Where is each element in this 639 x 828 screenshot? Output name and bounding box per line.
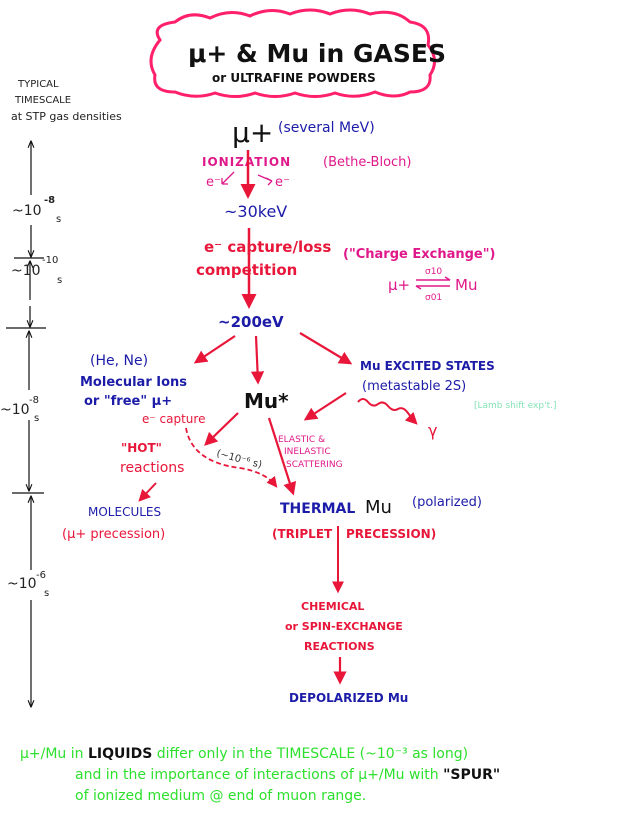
- node-charge-exchange: ("Charge Exchange"): [343, 247, 495, 262]
- node-thermal: THERMAL: [280, 501, 355, 517]
- ionization-electron-arrows: [221, 171, 273, 186]
- label-base: ~10: [11, 263, 41, 279]
- timescale-label-1: ~10 -8 s: [12, 195, 61, 225]
- node-precession: PRECESSION): [346, 527, 436, 541]
- node-ev: ~200eV: [218, 313, 284, 331]
- timescale-heading-1: TYPICAL: [17, 79, 59, 90]
- title-main: μ+ & Mu in GASES: [188, 39, 446, 68]
- node-muon-energy: (several MeV): [278, 120, 375, 136]
- node-he-ne: (He, Ne): [90, 353, 148, 369]
- title-sub: or ULTRAFINE POWDERS: [212, 71, 376, 85]
- scatter-line-2: INELASTIC: [284, 447, 331, 457]
- timescale-label-4: ~10 -6 s: [7, 570, 49, 599]
- footer-text: and in the importance of interactions of…: [75, 767, 443, 783]
- scatter-line-3: SCATTERING: [286, 460, 343, 470]
- footer-line-2: and in the importance of interactions of…: [75, 767, 500, 783]
- node-mu-precession: (μ+ precession): [62, 527, 165, 542]
- node-free-mu: or "free" μ+: [84, 394, 172, 409]
- node-hot-reactions: reactions: [120, 460, 184, 476]
- footer-line-1: μ+/Mu in LIQUIDS differ only in the TIME…: [20, 746, 468, 762]
- arrow-mustar-to-thermal: [267, 417, 297, 496]
- footer-spur: "SPUR": [443, 767, 500, 783]
- timescale-label-2: ~10 -10 s: [11, 255, 62, 286]
- cx-sigma-top: σ10: [425, 267, 442, 277]
- scatter-line-1: ELASTIC &: [278, 435, 325, 445]
- node-e-right: e⁻: [275, 175, 290, 190]
- node-molecular-ions: Molecular Ions: [80, 375, 187, 390]
- arrow-hot-to-molecules: [138, 482, 157, 502]
- node-metastable: (metastable 2S): [362, 379, 466, 394]
- node-depolarized: DEPOLARIZED Mu: [289, 691, 408, 705]
- footer-liquids: LIQUIDS: [88, 746, 152, 762]
- node-lamb-shift: [Lamb shift exp't.]: [474, 401, 556, 411]
- label-unit: s: [57, 275, 62, 286]
- timescale-heading-3: at STP gas densities: [11, 110, 122, 123]
- label-base: ~10: [7, 576, 37, 592]
- label-unit: s: [56, 214, 61, 225]
- chemical-line-2: or SPIN-EXCHANGE: [285, 620, 403, 633]
- node-e-left: e⁻: [206, 175, 221, 190]
- node-dashed-time: (~10⁻⁶ s): [215, 448, 263, 471]
- label-exp: -6: [36, 570, 46, 581]
- node-ionization: IONIZATION: [202, 155, 291, 169]
- node-kev: ~30keV: [224, 202, 287, 221]
- node-polarized: (polarized): [412, 495, 482, 510]
- node-gamma: γ: [428, 421, 437, 440]
- wavy-photon-arrow: [357, 398, 418, 425]
- node-hot: "HOT": [121, 441, 162, 455]
- node-mu-star: Mu*: [244, 389, 289, 413]
- timescale-label-3: ~10 -8 s: [0, 395, 39, 424]
- title-cloud: [149, 8, 436, 98]
- label-base: ~10: [0, 402, 30, 418]
- node-triplet: (TRIPLET: [272, 527, 333, 541]
- node-capture-loss: e⁻ capture/loss: [204, 238, 331, 256]
- label-exp: -10: [42, 255, 58, 266]
- node-bethe-bloch: (Bethe-Bloch): [323, 155, 412, 170]
- label-base: ~10: [12, 203, 42, 219]
- arrow-excited-to-thermal: [303, 392, 347, 421]
- cx-right: Mu: [455, 276, 477, 294]
- charge-exchange-equation: μ+ σ10 σ01 Mu: [388, 267, 477, 303]
- chemical-line-3: REACTIONS: [304, 640, 375, 653]
- node-competition: competition: [196, 261, 297, 279]
- timescale-heading-2: TIMESCALE: [14, 95, 71, 106]
- node-excited-states: Mu EXCITED STATES: [360, 359, 495, 373]
- footer-text: differ only in the TIMESCALE (~10⁻³ as l…: [152, 746, 468, 762]
- timescale-axis: [6, 142, 46, 706]
- dashed-capture-arrow: [185, 427, 278, 488]
- footer-text: μ+/Mu in: [20, 746, 88, 762]
- label-unit: s: [44, 588, 49, 599]
- node-thermal-mu: Mu: [365, 497, 392, 518]
- label-unit: s: [34, 413, 39, 424]
- node-e-capture: e⁻ capture: [142, 412, 205, 426]
- node-muon: μ+: [232, 116, 273, 149]
- footer-line-3: of ionized medium @ end of muon range.: [75, 788, 366, 804]
- cx-sigma-bottom: σ01: [425, 293, 442, 303]
- ev-branch-arrows: [193, 332, 353, 385]
- chemical-line-1: CHEMICAL: [301, 600, 364, 613]
- cx-left: μ+: [388, 276, 410, 294]
- arrow-mustar-to-hot: [204, 412, 239, 446]
- node-molecules: MOLECULES: [88, 505, 161, 519]
- label-exp: -8: [29, 395, 39, 406]
- label-exp: -8: [44, 195, 55, 206]
